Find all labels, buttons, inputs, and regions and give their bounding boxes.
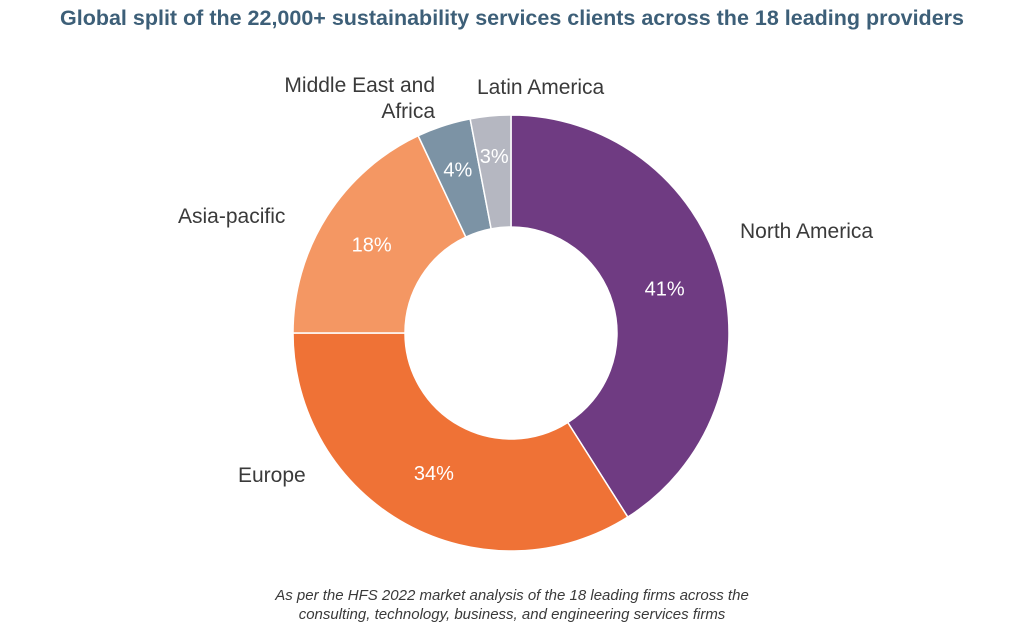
chart-title: Global split of the 22,000+ sustainabili… — [60, 6, 964, 30]
chart-footnote: As per the HFS 2022 market analysis of t… — [0, 586, 1024, 624]
slice-north-america — [510, 114, 730, 519]
category-label-north-america: North America — [740, 220, 873, 243]
value-label-asia-pacific: 18% — [352, 235, 392, 257]
category-label-latin-america: Latin America — [477, 76, 605, 99]
category-label-europe: Europe — [238, 464, 306, 487]
footnote-line-2: consulting, technology, business, and en… — [298, 606, 726, 623]
value-label-middle-east-and-africa: 4% — [443, 159, 472, 181]
category-label-middle-east-and-africa: Middle East and Africa — [284, 74, 435, 123]
slice-europe — [292, 332, 629, 552]
value-label-latin-america: 3% — [480, 146, 509, 168]
footnote-line-1: As per the HFS 2022 market analysis of t… — [275, 587, 749, 604]
value-label-europe: 34% — [414, 463, 454, 485]
category-label-asia-pacific: Asia-pacific — [178, 205, 285, 228]
slice-latin-america — [469, 114, 512, 230]
value-label-north-america: 41% — [645, 278, 685, 300]
slice-asia-pacific — [292, 134, 467, 334]
